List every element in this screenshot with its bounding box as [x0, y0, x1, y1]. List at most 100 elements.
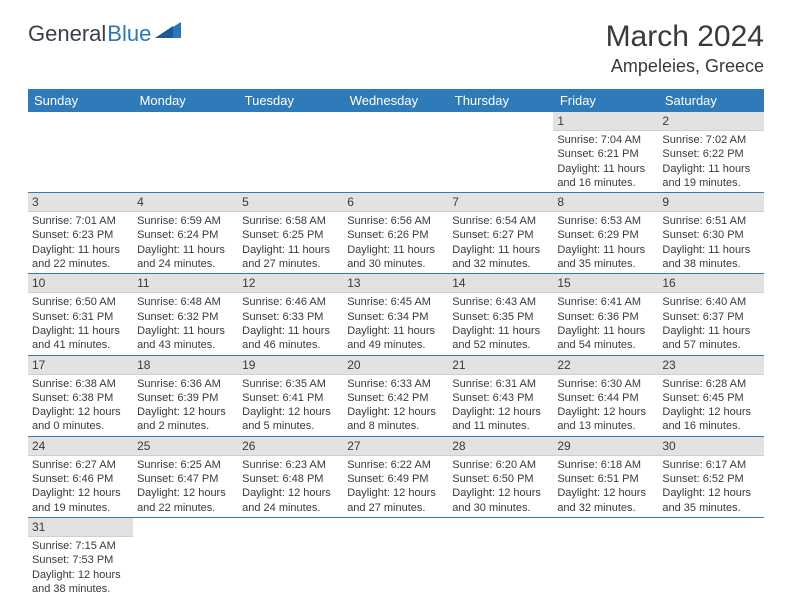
calendar-day-cell: 8Sunrise: 6:53 AMSunset: 6:29 PMDaylight… [553, 193, 658, 274]
day-detail-line: Sunset: 6:35 PM [452, 310, 549, 324]
day-details: Sunrise: 6:38 AMSunset: 6:38 PMDaylight:… [28, 375, 133, 436]
day-details: Sunrise: 6:41 AMSunset: 6:36 PMDaylight:… [553, 293, 658, 354]
day-number: 20 [343, 356, 448, 375]
day-detail-line: Sunset: 6:38 PM [32, 391, 129, 405]
day-detail-line: and 43 minutes. [137, 338, 234, 352]
day-detail-line: Sunset: 6:43 PM [452, 391, 549, 405]
brand-second: Blue [107, 21, 151, 47]
day-detail-line: Sunset: 6:31 PM [32, 310, 129, 324]
day-detail-line: Sunset: 6:46 PM [32, 472, 129, 486]
calendar-day-cell: 5Sunrise: 6:58 AMSunset: 6:25 PMDaylight… [238, 193, 343, 274]
day-detail-line: Sunset: 6:44 PM [557, 391, 654, 405]
title-block: March 2024 Ampeleies, Greece [606, 20, 764, 77]
day-detail-line: Daylight: 11 hours [137, 324, 234, 338]
calendar-day-cell: 30Sunrise: 6:17 AMSunset: 6:52 PMDayligh… [658, 436, 763, 517]
day-detail-line: Sunset: 6:50 PM [452, 472, 549, 486]
day-detail-line: and 27 minutes. [242, 257, 339, 271]
day-number: 17 [28, 356, 133, 375]
calendar-day-cell [343, 517, 448, 598]
day-details: Sunrise: 6:31 AMSunset: 6:43 PMDaylight:… [448, 375, 553, 436]
calendar-day-cell: 26Sunrise: 6:23 AMSunset: 6:48 PMDayligh… [238, 436, 343, 517]
day-detail-line: Sunrise: 7:01 AM [32, 214, 129, 228]
calendar-day-cell: 10Sunrise: 6:50 AMSunset: 6:31 PMDayligh… [28, 274, 133, 355]
day-detail-line: and 54 minutes. [557, 338, 654, 352]
day-detail-line: Sunrise: 6:40 AM [662, 295, 759, 309]
day-details: Sunrise: 6:40 AMSunset: 6:37 PMDaylight:… [658, 293, 763, 354]
day-detail-line: Sunrise: 6:35 AM [242, 377, 339, 391]
day-detail-line: Daylight: 12 hours [662, 486, 759, 500]
day-detail-line: Daylight: 11 hours [662, 243, 759, 257]
calendar-day-cell: 6Sunrise: 6:56 AMSunset: 6:26 PMDaylight… [343, 193, 448, 274]
calendar-day-cell: 16Sunrise: 6:40 AMSunset: 6:37 PMDayligh… [658, 274, 763, 355]
day-detail-line: Sunrise: 6:50 AM [32, 295, 129, 309]
day-detail-line: Daylight: 12 hours [242, 405, 339, 419]
calendar-week-row: 3Sunrise: 7:01 AMSunset: 6:23 PMDaylight… [28, 193, 764, 274]
day-details: Sunrise: 6:50 AMSunset: 6:31 PMDaylight:… [28, 293, 133, 354]
calendar-day-cell [133, 517, 238, 598]
day-details: Sunrise: 6:27 AMSunset: 6:46 PMDaylight:… [28, 456, 133, 517]
day-detail-line: Sunset: 6:24 PM [137, 228, 234, 242]
day-detail-line: Daylight: 11 hours [347, 243, 444, 257]
calendar-day-cell [133, 112, 238, 193]
calendar-day-cell [238, 517, 343, 598]
day-detail-line: Sunrise: 6:23 AM [242, 458, 339, 472]
day-header: Thursday [448, 89, 553, 112]
day-detail-line: Daylight: 12 hours [137, 405, 234, 419]
day-detail-line: Sunset: 6:21 PM [557, 147, 654, 161]
calendar-day-cell: 17Sunrise: 6:38 AMSunset: 6:38 PMDayligh… [28, 355, 133, 436]
day-detail-line: Daylight: 12 hours [137, 486, 234, 500]
day-detail-line: Sunrise: 6:58 AM [242, 214, 339, 228]
brand-first: General [28, 21, 106, 47]
calendar-table: Sunday Monday Tuesday Wednesday Thursday… [28, 89, 764, 598]
day-details: Sunrise: 6:45 AMSunset: 6:34 PMDaylight:… [343, 293, 448, 354]
day-details: Sunrise: 6:28 AMSunset: 6:45 PMDaylight:… [658, 375, 763, 436]
day-detail-line: Sunrise: 6:38 AM [32, 377, 129, 391]
day-number: 1 [553, 112, 658, 131]
day-number: 19 [238, 356, 343, 375]
day-detail-line: Sunset: 6:26 PM [347, 228, 444, 242]
day-number: 5 [238, 193, 343, 212]
day-details: Sunrise: 6:25 AMSunset: 6:47 PMDaylight:… [133, 456, 238, 517]
day-detail-line: Sunrise: 6:45 AM [347, 295, 444, 309]
day-details: Sunrise: 6:43 AMSunset: 6:35 PMDaylight:… [448, 293, 553, 354]
day-detail-line: Sunset: 6:51 PM [557, 472, 654, 486]
calendar-day-cell: 21Sunrise: 6:31 AMSunset: 6:43 PMDayligh… [448, 355, 553, 436]
day-detail-line: Sunset: 6:42 PM [347, 391, 444, 405]
day-detail-line: Daylight: 11 hours [242, 324, 339, 338]
day-detail-line: and 24 minutes. [242, 501, 339, 515]
calendar-page: GeneralBlue March 2024 Ampeleies, Greece… [0, 0, 792, 608]
day-details: Sunrise: 6:59 AMSunset: 6:24 PMDaylight:… [133, 212, 238, 273]
day-detail-line: and 46 minutes. [242, 338, 339, 352]
calendar-body: 1 Sunrise: 7:04 AMSunset: 6:21 PM Daylight… [28, 112, 764, 598]
day-detail-line: Daylight: 11 hours [662, 162, 759, 176]
day-detail-line: Sunset: 6:45 PM [662, 391, 759, 405]
day-detail-line: and 11 minutes. [452, 419, 549, 433]
day-detail-line: Sunrise: 6:48 AM [137, 295, 234, 309]
calendar-day-cell: 4Sunrise: 6:59 AMSunset: 6:24 PMDaylight… [133, 193, 238, 274]
day-number: 10 [28, 274, 133, 293]
day-detail-line: Sunset: 6:34 PM [347, 310, 444, 324]
day-detail-line: Daylight: 11 hours [347, 324, 444, 338]
day-detail-line: and 19 minutes. [32, 501, 129, 515]
day-details: Sunrise: 6:53 AMSunset: 6:29 PMDaylight:… [553, 212, 658, 273]
day-detail-line: Sunrise: 6:30 AM [557, 377, 654, 391]
day-number: 23 [658, 356, 763, 375]
calendar-day-cell [343, 112, 448, 193]
day-detail-line: and 52 minutes. [452, 338, 549, 352]
day-detail-line: Sunset: 6:47 PM [137, 472, 234, 486]
calendar-day-cell: 15Sunrise: 6:41 AMSunset: 6:36 PMDayligh… [553, 274, 658, 355]
day-detail-line: Sunset: 6:49 PM [347, 472, 444, 486]
day-detail-line: Daylight: 12 hours [32, 405, 129, 419]
day-detail-line: Sunrise: 6:18 AM [557, 458, 654, 472]
calendar-day-cell: 20Sunrise: 6:33 AMSunset: 6:42 PMDayligh… [343, 355, 448, 436]
day-details: Sunrise: 6:48 AMSunset: 6:32 PMDaylight:… [133, 293, 238, 354]
day-detail-line: and 13 minutes. [557, 419, 654, 433]
calendar-day-cell: 18Sunrise: 6:36 AMSunset: 6:39 PMDayligh… [133, 355, 238, 436]
day-detail-line: Daylight: 11 hours [32, 243, 129, 257]
calendar-day-cell [28, 112, 133, 193]
day-number: 27 [343, 437, 448, 456]
day-detail-line: Daylight: 12 hours [347, 405, 444, 419]
calendar-day-cell: 23Sunrise: 6:28 AMSunset: 6:45 PMDayligh… [658, 355, 763, 436]
day-detail-line: and 38 minutes. [32, 582, 129, 596]
day-detail-line: Sunrise: 7:04 AM [557, 133, 654, 147]
